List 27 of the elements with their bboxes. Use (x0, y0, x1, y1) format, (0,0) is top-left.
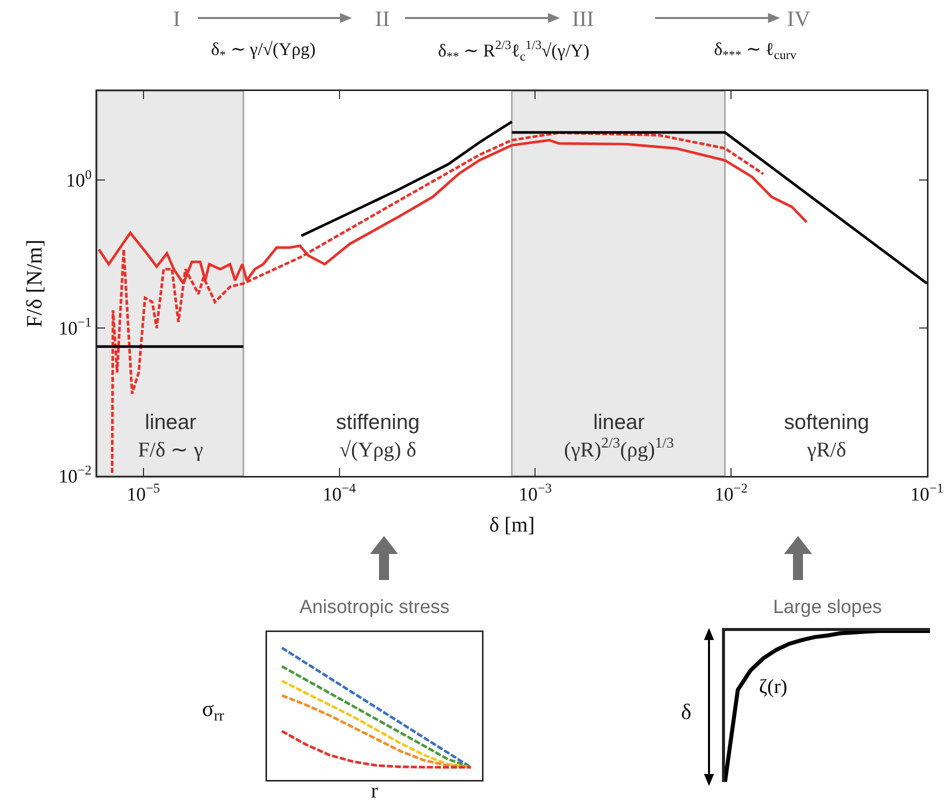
annotation: softening γR/δ (784, 411, 870, 462)
annotation: linear (γR)$^{2/3}$(ρg)$^{1/3}$ (564, 411, 674, 462)
annotation: linear F/δ ∼ γ (138, 411, 204, 462)
series-label: ζ(r) (759, 676, 788, 698)
y-axis-title: σ$_{rr}$ (202, 696, 224, 725)
text: I (173, 6, 180, 31)
y-tick-label: 10$^{−1}$ (58, 314, 92, 340)
y-axis-title: δ (681, 699, 692, 724)
x-tick-label: 10$^{−5}$ (126, 480, 160, 506)
x-tick-label: 10$^{−3}$ (518, 480, 552, 506)
x-axis-title: δ [m] (489, 512, 535, 536)
x-tick-label: 10$^{−4}$ (322, 480, 356, 506)
chart-title: Anisotropic stress (300, 597, 450, 618)
annotation: stiffening √(Yρg) δ (336, 411, 420, 462)
chart-title: Large slopes (773, 597, 882, 618)
y-axis-title: F/δ [N/m] (22, 240, 47, 328)
y-tick-label: 10$^{−2}$ (58, 462, 92, 488)
text: IV (787, 6, 810, 31)
x-axis-title: r (371, 778, 378, 802)
text: δ$_{*}$ ∼ γ/√(Yρg) (211, 39, 316, 62)
text: δ$_{***}$ ∼ ℓ$_{curv}$ (714, 39, 798, 62)
text: II (375, 6, 390, 31)
x-tick-label: 10$^{−1}$ (910, 480, 944, 506)
x-tick-label: 10$^{−2}$ (714, 480, 748, 506)
text: III (572, 6, 594, 31)
text: δ$_{**}$ ∼ R$^{2/3}$ℓ$_{c}$$^{1/3}$√(γ/Y) (438, 38, 590, 64)
y-tick-label: 10$^{0}$ (66, 166, 92, 192)
